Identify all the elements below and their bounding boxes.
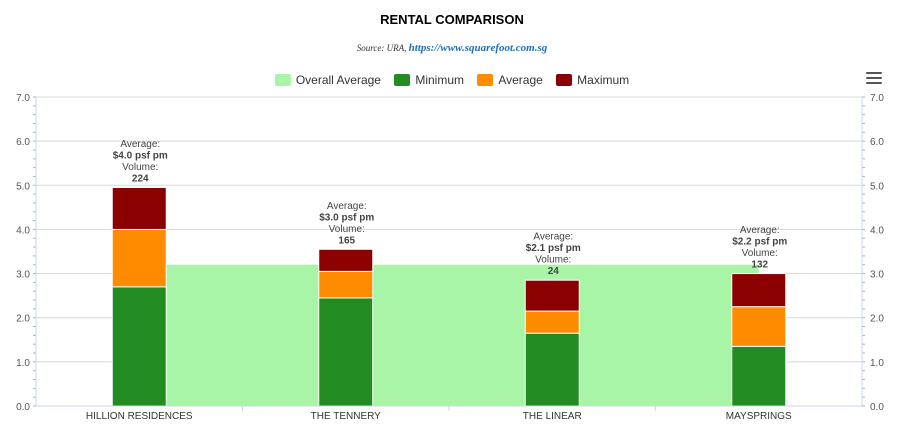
y-tick-label-left: 3.0 bbox=[16, 270, 30, 281]
bar-minimum[interactable] bbox=[318, 297, 374, 407]
data-label: Volume: bbox=[329, 224, 365, 235]
data-label: Volume: bbox=[535, 255, 571, 266]
data-label: Average: bbox=[327, 201, 367, 212]
bar-minimum[interactable] bbox=[731, 345, 787, 407]
hamburger-menu-icon[interactable] bbox=[866, 72, 882, 86]
y-tick-label-right: 6.0 bbox=[870, 137, 884, 148]
y-tick-label-left: 1.0 bbox=[16, 358, 30, 369]
legend-label-average: Average bbox=[498, 73, 543, 87]
bar-maximum[interactable] bbox=[524, 279, 580, 312]
data-label: Volume: bbox=[122, 162, 158, 173]
y-tick-label-right: 0.0 bbox=[870, 402, 884, 413]
subtitle-source: Source: URA, bbox=[356, 43, 407, 53]
x-category-label: THE TENNERY bbox=[311, 411, 382, 422]
data-label: 224 bbox=[132, 173, 149, 184]
chart-subtitle: Source: URA, https://www.squarefoot.com.… bbox=[0, 42, 904, 54]
bar-minimum[interactable] bbox=[524, 332, 580, 407]
legend-swatch-average bbox=[477, 74, 494, 86]
y-tick-label-left: 5.0 bbox=[16, 181, 30, 192]
data-label: $3.0 psf pm bbox=[319, 212, 374, 223]
data-label: $2.2 psf pm bbox=[732, 237, 787, 248]
data-label: $4.0 psf pm bbox=[113, 150, 168, 161]
y-tick-label-left: 6.0 bbox=[16, 137, 30, 148]
y-tick-label-left: 0.0 bbox=[16, 402, 30, 413]
chart-legend: Overall Average Minimum Average Maximum bbox=[0, 73, 904, 89]
x-category-label: MAYSPRINGS bbox=[726, 411, 792, 422]
y-tick-label-left: 4.0 bbox=[16, 225, 30, 236]
bar-minimum[interactable] bbox=[111, 286, 167, 407]
legend-swatch-maximum bbox=[556, 74, 573, 86]
legend-item-maximum[interactable]: Maximum bbox=[556, 73, 629, 87]
bar-average[interactable] bbox=[111, 228, 167, 288]
legend-swatch-minimum bbox=[394, 74, 411, 86]
x-category-label: HILLION RESIDENCES bbox=[86, 411, 193, 422]
bar-average[interactable] bbox=[731, 306, 787, 347]
data-label: 24 bbox=[548, 266, 560, 277]
y-tick-label-right: 3.0 bbox=[870, 270, 884, 281]
chart-title: RENTAL COMPARISON bbox=[380, 12, 524, 27]
y-tick-label-right: 5.0 bbox=[870, 181, 884, 192]
bar-maximum[interactable] bbox=[318, 248, 374, 272]
legend-label-maximum: Maximum bbox=[577, 73, 630, 87]
data-label: Average: bbox=[533, 232, 573, 243]
data-label: $2.1 psf pm bbox=[526, 243, 581, 254]
legend-swatch-overall-average bbox=[274, 74, 291, 86]
legend-item-minimum[interactable]: Minimum bbox=[394, 73, 464, 87]
legend-label-minimum: Minimum bbox=[415, 73, 464, 87]
bar-maximum[interactable] bbox=[111, 186, 167, 230]
data-label: 132 bbox=[751, 260, 768, 271]
y-tick-label-left: 7.0 bbox=[16, 93, 30, 104]
y-tick-label-left: 2.0 bbox=[16, 314, 30, 325]
legend-item-average[interactable]: Average bbox=[477, 73, 543, 87]
overall-average-area bbox=[139, 264, 759, 406]
bar-maximum[interactable] bbox=[731, 273, 787, 308]
x-category-label: THE LINEAR bbox=[523, 411, 582, 422]
y-tick-label-right: 1.0 bbox=[870, 358, 884, 369]
bar-average[interactable] bbox=[524, 310, 580, 334]
y-tick-label-right: 7.0 bbox=[870, 93, 884, 104]
y-tick-label-right: 2.0 bbox=[870, 314, 884, 325]
data-label: 165 bbox=[338, 235, 355, 246]
y-tick-label-right: 4.0 bbox=[870, 225, 884, 236]
data-label: Average: bbox=[120, 139, 160, 150]
legend-item-overall-average[interactable]: Overall Average bbox=[274, 73, 381, 87]
source-link[interactable]: https://www.squarefoot.com.sg bbox=[408, 42, 548, 54]
legend-label-overall-average: Overall Average bbox=[295, 73, 381, 87]
data-label: Volume: bbox=[742, 248, 778, 259]
bar-average[interactable] bbox=[318, 270, 374, 299]
data-label: Average: bbox=[740, 225, 780, 236]
